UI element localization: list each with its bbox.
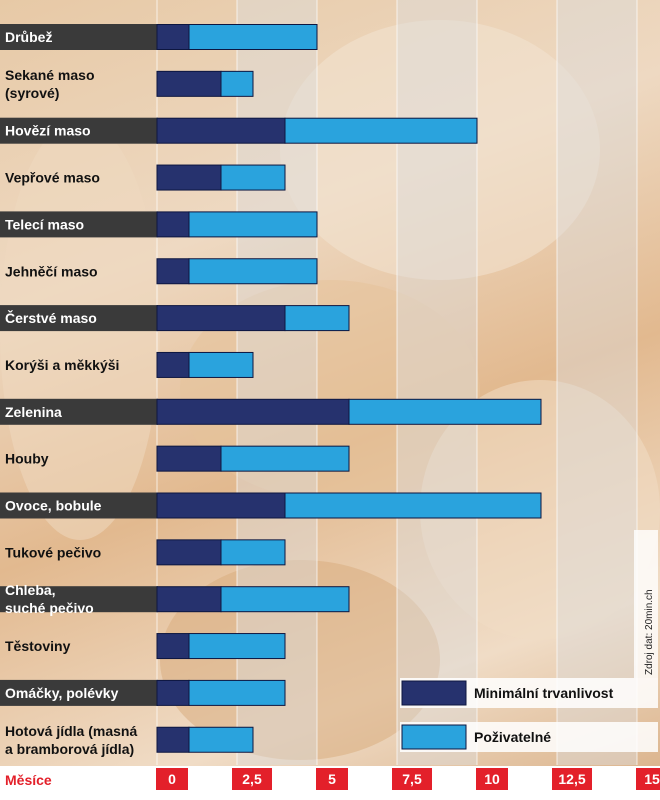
legend-swatch	[401, 724, 467, 750]
category-label: Čerstvé maso	[5, 309, 97, 326]
legend-label: Minimální trvanlivost	[474, 685, 614, 701]
bar-pozivatelne	[220, 586, 350, 613]
bar-minimalni-trvanlivost	[156, 539, 222, 566]
category-label: Jehněčí maso	[5, 263, 98, 279]
x-tick-label: 2,5	[242, 771, 262, 787]
bar-pozivatelne	[284, 117, 478, 144]
x-tick-bg	[552, 768, 592, 790]
category-label: Ovoce, bobule	[5, 498, 102, 514]
category-label: Vepřové maso	[5, 170, 100, 186]
x-axis-title: Měsíce	[5, 772, 52, 788]
category-label-bg	[0, 586, 158, 613]
x-tick-bg	[392, 768, 432, 790]
bar-pozivatelne	[220, 70, 254, 97]
category-label-bg	[0, 398, 158, 425]
x-tick-label: 5	[328, 771, 336, 787]
bar-minimalni-trvanlivost	[156, 398, 350, 425]
category-label: Tukové pečivo	[5, 544, 101, 560]
category-label-bg	[0, 679, 158, 706]
category-label: Hovězí maso	[5, 123, 91, 139]
x-tick-label: 15	[644, 771, 660, 787]
bar-pozivatelne	[188, 211, 318, 238]
grid-stripe	[397, 0, 477, 765]
category-label: Chleba, suché pečivo	[5, 582, 94, 616]
x-tick-label: 0	[168, 771, 176, 787]
bar-pozivatelne	[188, 726, 254, 753]
grid-stripe	[557, 0, 637, 765]
bar-minimalni-trvanlivost	[156, 492, 286, 519]
bar-pozivatelne	[188, 351, 254, 378]
bar-minimalni-trvanlivost	[156, 305, 286, 332]
x-tick-bg	[316, 768, 348, 790]
category-label: Těstoviny	[5, 638, 71, 654]
bar-minimalni-trvanlivost	[156, 726, 190, 753]
bar-minimalni-trvanlivost	[156, 24, 190, 50]
bar-minimalni-trvanlivost	[156, 351, 190, 378]
x-tick-label: 12,5	[558, 771, 585, 787]
legend-swatch	[401, 680, 467, 706]
bar-pozivatelne	[188, 258, 318, 285]
category-label: Sekané maso (syrové)	[5, 67, 95, 101]
bar-pozivatelne	[220, 539, 286, 566]
category-label-bg	[0, 305, 158, 332]
bar-pozivatelne	[220, 445, 350, 472]
category-label: Hotová jídla (masná a bramborová jídla)	[5, 723, 137, 757]
bar-pozivatelne	[348, 398, 542, 425]
x-tick-bg	[232, 768, 272, 790]
bar-minimalni-trvanlivost	[156, 445, 222, 472]
category-label: Korýši a měkkýši	[5, 357, 119, 373]
bar-minimalni-trvanlivost	[156, 211, 190, 238]
category-label: Zelenina	[5, 404, 62, 420]
bar-pozivatelne	[188, 24, 318, 50]
x-tick-label: 7,5	[402, 771, 422, 787]
bar-minimalni-trvanlivost	[156, 117, 286, 144]
category-label: Houby	[5, 451, 49, 467]
category-label: Omáčky, polévky	[5, 685, 119, 701]
x-tick-label: 10	[484, 771, 500, 787]
source-bg	[634, 530, 658, 678]
category-label-bg	[0, 117, 158, 144]
category-label: Drůbež	[5, 29, 52, 45]
legend-label: Poživatelné	[474, 729, 551, 745]
background-bread-shape	[280, 20, 600, 280]
bar-pozivatelne	[220, 164, 286, 191]
x-tick-bg	[476, 768, 508, 790]
bar-pozivatelne	[188, 679, 286, 706]
bar-minimalni-trvanlivost	[156, 633, 190, 660]
x-tick-bg	[156, 768, 188, 790]
bar-pozivatelne	[188, 633, 286, 660]
bar-minimalni-trvanlivost	[156, 679, 190, 706]
category-label-bg	[0, 211, 158, 238]
category-label-bg	[0, 24, 158, 50]
x-tick-bg	[636, 768, 660, 790]
bar-pozivatelne	[284, 492, 542, 519]
bar-minimalni-trvanlivost	[156, 70, 222, 97]
category-label-bg	[0, 492, 158, 519]
bar-minimalni-trvanlivost	[156, 586, 222, 613]
category-label: Telecí maso	[5, 216, 84, 232]
bar-minimalni-trvanlivost	[156, 164, 222, 191]
source-note: Zdroj dat: 20min.ch	[644, 589, 655, 675]
bar-minimalni-trvanlivost	[156, 258, 190, 285]
bar-pozivatelne	[284, 305, 350, 332]
